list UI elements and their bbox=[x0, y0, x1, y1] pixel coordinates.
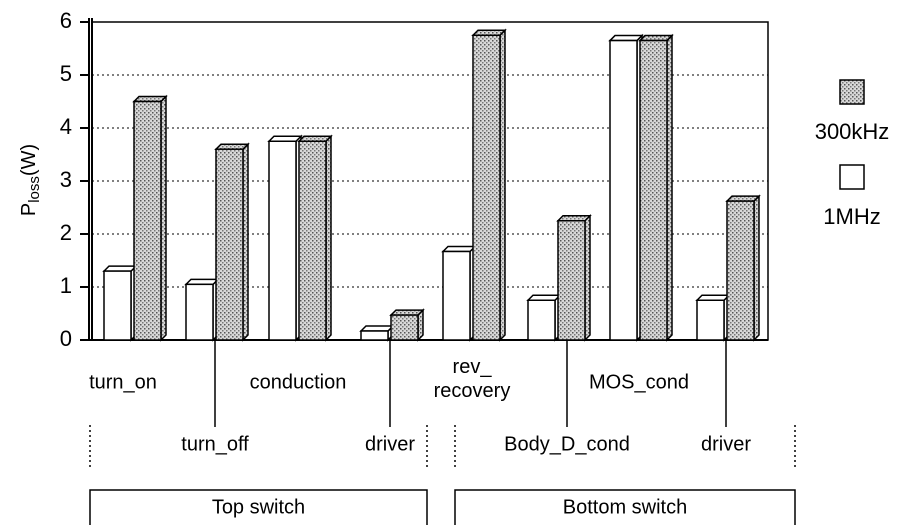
x-tick-label: turn_off bbox=[181, 433, 249, 455]
bar bbox=[638, 33, 674, 342]
bar-face bbox=[268, 140, 297, 341]
bar bbox=[556, 213, 592, 342]
group-box bbox=[89, 489, 428, 525]
bar-face bbox=[725, 195, 761, 202]
bar bbox=[471, 28, 507, 342]
bar-face bbox=[390, 314, 419, 341]
bar-face bbox=[696, 299, 725, 341]
x-tick-label: Body_D_cond bbox=[504, 433, 630, 455]
x-tick-label: turn_on bbox=[89, 371, 157, 393]
y-tick-label: 6 bbox=[60, 8, 72, 33]
x-tick-label: MOS_cond bbox=[589, 371, 689, 393]
bar-face bbox=[215, 148, 244, 341]
x-tick-label: rev_ recovery bbox=[434, 356, 511, 402]
bar-face bbox=[102, 265, 138, 272]
group-label: Top switch bbox=[212, 496, 305, 518]
bar bbox=[441, 244, 477, 342]
bar-face bbox=[133, 100, 162, 341]
bar-face bbox=[214, 143, 250, 150]
group-label: Bottom switch bbox=[563, 496, 687, 518]
bar bbox=[267, 134, 303, 342]
bar-face bbox=[726, 200, 755, 341]
bar bbox=[725, 194, 761, 342]
bar bbox=[132, 94, 168, 342]
bar bbox=[297, 134, 333, 342]
bar-face bbox=[298, 140, 327, 341]
x-tick-label: driver bbox=[365, 433, 415, 455]
bar-face bbox=[527, 299, 556, 341]
legend-label: 300kHz bbox=[815, 119, 890, 144]
legend-swatch bbox=[839, 164, 865, 190]
bar-face bbox=[184, 278, 220, 286]
y-tick-label: 1 bbox=[60, 273, 72, 298]
y-tick-label: 3 bbox=[60, 167, 72, 192]
bar-face bbox=[639, 39, 668, 341]
bar bbox=[359, 324, 395, 342]
legend-swatch bbox=[839, 79, 865, 105]
bar-face bbox=[103, 270, 132, 341]
bar-face bbox=[472, 34, 501, 341]
y-tick-label: 4 bbox=[60, 114, 72, 139]
group-box bbox=[454, 489, 796, 525]
bar-face bbox=[185, 283, 214, 341]
x-tick-label: driver bbox=[701, 433, 751, 455]
bar-face bbox=[557, 220, 586, 341]
bar bbox=[184, 277, 220, 342]
bar bbox=[102, 264, 138, 342]
y-tick-label: 0 bbox=[60, 326, 72, 351]
y-tick-label: 5 bbox=[60, 61, 72, 86]
bar-face bbox=[609, 39, 638, 341]
bar-face bbox=[442, 250, 471, 341]
legend-label: 1MHz bbox=[823, 204, 880, 229]
bar-face bbox=[359, 325, 395, 332]
y-tick-label: 2 bbox=[60, 220, 72, 245]
bar bbox=[608, 33, 644, 342]
bar-face bbox=[360, 330, 389, 341]
bar bbox=[695, 293, 731, 342]
bar bbox=[526, 293, 562, 342]
bar bbox=[389, 308, 425, 342]
x-tick-label: conduction bbox=[250, 371, 347, 393]
y-axis-label: Ploss(W) bbox=[18, 144, 43, 216]
bar bbox=[214, 142, 250, 342]
